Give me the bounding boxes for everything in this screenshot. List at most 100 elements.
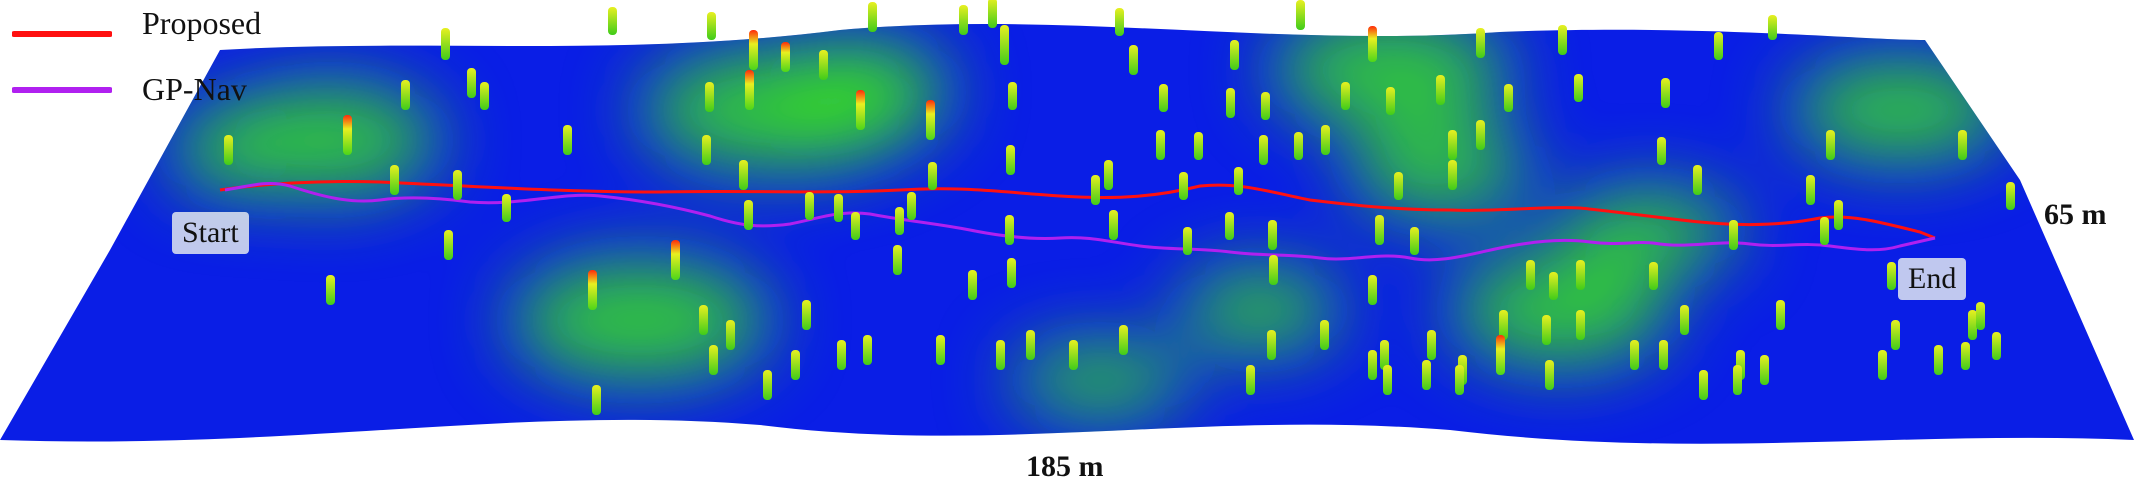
obstacle-pillar (453, 170, 462, 200)
obstacle-pillar (390, 165, 399, 195)
obstacle-pillar (1714, 32, 1723, 60)
obstacle-pillar (592, 385, 601, 415)
obstacle-pillar (1448, 130, 1457, 160)
obstacle-pillar (1436, 75, 1445, 105)
obstacle-pillar (936, 335, 945, 365)
obstacle-pillar (1104, 160, 1113, 190)
obstacle-pillar (959, 5, 968, 35)
obstacle-pillar (1368, 350, 1377, 380)
obstacle-pillar (856, 90, 865, 130)
obstacle-pillar (1693, 165, 1702, 195)
obstacle-pillar (988, 0, 997, 28)
legend-label-proposed: Proposed (142, 5, 262, 41)
obstacle-pillar (1259, 135, 1268, 165)
obstacle-pillar (709, 345, 718, 375)
obstacle-pillar (928, 162, 937, 190)
obstacle-pillar (1383, 365, 1392, 395)
obstacle-pillar (702, 135, 711, 165)
obstacle-pillar (1159, 84, 1168, 112)
obstacle-pillar (1341, 82, 1350, 110)
obstacle-pillar (1394, 172, 1403, 200)
obstacle-pillar (1659, 340, 1668, 370)
obstacle-pillar (1368, 275, 1377, 305)
obstacle-pillar (1680, 305, 1689, 335)
obstacle-pillar (1006, 145, 1015, 175)
obstacle-pillar (1826, 130, 1835, 160)
obstacle-pillar (699, 305, 708, 335)
obstacle-pillar (1296, 0, 1305, 30)
obstacle-pillar (1576, 310, 1585, 340)
obstacle-pillar (563, 125, 572, 155)
obstacle-pillar (1878, 350, 1887, 380)
obstacle-pillar (802, 300, 811, 330)
end-label: End (1898, 258, 1967, 300)
obstacle-pillar (1526, 260, 1535, 290)
elevation-patch (1010, 345, 1190, 415)
obstacle-pillar (1234, 167, 1243, 195)
obstacle-pillar (749, 30, 758, 70)
obstacle-pillar (868, 2, 877, 32)
obstacle-pillars (224, 0, 2015, 415)
obstacle-pillar (1768, 15, 1777, 40)
obstacle-pillar (895, 207, 904, 235)
obstacle-pillar (1267, 330, 1276, 360)
elevation-patch (1790, 60, 2010, 160)
obstacle-pillar (1558, 25, 1567, 55)
obstacle-pillar (467, 68, 476, 98)
obstacle-pillar (1321, 125, 1330, 155)
obstacle-pillar (1968, 310, 1977, 340)
obstacle-pillar (819, 50, 828, 80)
obstacle-pillar (1542, 315, 1551, 345)
obstacle-pillar (1699, 370, 1708, 400)
obstacle-pillar (343, 115, 352, 155)
obstacle-pillar (1183, 227, 1192, 255)
proposed-path (219, 179, 1936, 240)
obstacle-pillar (907, 192, 916, 220)
obstacle-pillar (1887, 262, 1896, 290)
obstacle-pillar (1129, 45, 1138, 75)
obstacle-pillar (671, 240, 680, 280)
obstacle-pillar (1661, 78, 1670, 108)
obstacle-pillar (834, 194, 843, 222)
obstacle-pillar (1386, 87, 1395, 115)
obstacle-pillar (781, 42, 790, 72)
obstacle-pillar (1504, 84, 1513, 112)
elevation-patch (510, 260, 770, 380)
gp-nav-path (224, 181, 1936, 262)
obstacle-pillar (707, 12, 716, 40)
obstacle-pillar (1992, 332, 2001, 360)
obstacle-pillar (1649, 262, 1658, 290)
obstacle-pillar (1194, 132, 1203, 160)
obstacle-pillar (791, 350, 800, 380)
obstacle-pillar (224, 135, 233, 165)
obstacle-pillar (1630, 340, 1639, 370)
obstacle-pillar (805, 192, 814, 220)
obstacle-pillar (744, 200, 753, 230)
start-label: Start (172, 212, 249, 254)
obstacle-pillar (763, 370, 772, 400)
obstacle-pillar (1109, 210, 1118, 240)
obstacle-pillar (893, 245, 902, 275)
obstacle-pillar (1115, 8, 1124, 36)
obstacle-pillar (480, 82, 489, 110)
obstacle-pillar (1760, 355, 1769, 385)
obstacle-pillar (1375, 215, 1384, 245)
obstacle-pillar (1476, 120, 1485, 150)
obstacle-pillar (1179, 172, 1188, 200)
obstacle-pillar (1005, 215, 1014, 245)
elevation-patch (1180, 270, 1340, 350)
length-dimension-label: 185 m (1026, 450, 1104, 483)
obstacle-pillar (1549, 272, 1558, 300)
obstacle-pillar (444, 230, 453, 260)
obstacle-pillar (1958, 130, 1967, 160)
obstacle-pillar (1225, 212, 1234, 240)
obstacle-pillar (1294, 132, 1303, 160)
obstacle-pillar (1230, 40, 1239, 70)
obstacle-pillar (1834, 200, 1843, 230)
obstacle-pillar (326, 275, 335, 305)
obstacle-pillar (1091, 175, 1100, 205)
obstacle-pillar (1000, 25, 1009, 65)
obstacle-pillar (1496, 335, 1505, 375)
obstacle-pillar (837, 340, 846, 370)
obstacle-pillar (1026, 330, 1035, 360)
